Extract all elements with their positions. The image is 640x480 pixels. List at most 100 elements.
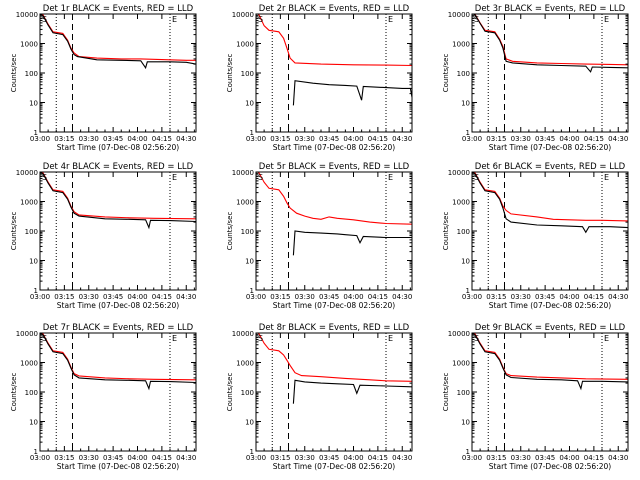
y-tick-label: 1 <box>466 129 470 137</box>
x-tick-label: 04:15 <box>368 293 388 301</box>
x-axis-label: Start Time (07-Dec-08 02:56:20) <box>273 301 395 310</box>
x-tick-label: 03:15 <box>486 135 506 143</box>
y-tick-label: 100 <box>457 70 470 78</box>
x-tick-label: 04:00 <box>343 293 363 301</box>
x-tick-label: 04:00 <box>559 135 579 143</box>
start-marker-label: S <box>42 173 47 182</box>
y-tick-label: 1000 <box>236 41 254 49</box>
x-tick-label: 03:30 <box>295 135 315 143</box>
panel-title: Det 9r BLACK = Events, RED = LLD <box>475 323 626 333</box>
x-tick-label: 03:00 <box>462 135 482 143</box>
x-tick-label: 03:00 <box>30 135 50 143</box>
x-tick-label: 04:00 <box>559 454 579 462</box>
y-tick-label: 10 <box>29 258 38 266</box>
plot-frame <box>39 13 197 133</box>
x-tick-label: 04:30 <box>176 135 196 143</box>
y-tick-label: 100 <box>241 228 254 236</box>
end-marker-label: E <box>172 334 177 343</box>
events-series-line <box>292 230 412 256</box>
y-axis-label: Counts/sec <box>442 54 450 93</box>
y-tick-label: 1000 <box>20 199 38 207</box>
events-series-line <box>472 14 628 73</box>
x-tick-label: 04:30 <box>176 293 196 301</box>
end-marker-label: E <box>172 15 177 24</box>
y-tick-label: 10 <box>29 419 38 427</box>
x-tick-label: 03:15 <box>270 454 290 462</box>
x-tick-label: 03:30 <box>79 454 99 462</box>
x-tick-label: 03:45 <box>535 293 555 301</box>
y-tick-label: 1000 <box>236 360 254 368</box>
y-axis-label: Counts/sec <box>226 212 234 251</box>
x-tick-label: 04:30 <box>608 454 628 462</box>
x-tick-label: 03:45 <box>535 135 555 143</box>
x-tick-label: 03:30 <box>295 293 315 301</box>
x-tick-label: 04:15 <box>584 293 604 301</box>
start-marker-label: S <box>474 334 479 343</box>
lld-series-line <box>257 333 412 382</box>
x-tick-label: 03:45 <box>103 135 123 143</box>
y-tick-label: 10 <box>245 258 254 266</box>
end-marker-label: E <box>388 334 393 343</box>
detector-panel-2: Det 2r BLACK = Events, RED = LLD 1 10 100 10… <box>226 4 413 152</box>
y-tick-label: 10000 <box>448 11 470 19</box>
x-tick-label: 04:00 <box>127 135 147 143</box>
x-tick-label: 03:30 <box>511 293 531 301</box>
y-tick-label: 1000 <box>452 41 470 49</box>
x-tick-label: 04:30 <box>608 293 628 301</box>
x-tick-label: 03:15 <box>270 135 290 143</box>
x-tick-label: 04:15 <box>368 135 388 143</box>
x-tick-label: 03:45 <box>535 454 555 462</box>
x-tick-label: 03:30 <box>79 135 99 143</box>
start-marker-label: S <box>42 334 47 343</box>
y-axis-label: Counts/sec <box>442 373 450 412</box>
panel-title: Det 4r BLACK = Events, RED = LLD <box>43 162 194 172</box>
x-tick-label: 03:00 <box>30 454 50 462</box>
y-tick-label: 1 <box>34 287 38 295</box>
lld-series-line <box>257 172 412 225</box>
x-tick-label: 03:15 <box>270 293 290 301</box>
y-tick-label: 1 <box>34 129 38 137</box>
events-series-line <box>40 333 196 391</box>
y-tick-label: 1000 <box>20 41 38 49</box>
panel-title: Det 6r BLACK = Events, RED = LLD <box>475 162 626 172</box>
x-tick-label: 03:00 <box>30 293 50 301</box>
y-tick-label: 1000 <box>452 360 470 368</box>
x-tick-label: 04:00 <box>127 293 147 301</box>
y-tick-label: 10000 <box>232 330 254 338</box>
y-tick-label: 10000 <box>16 11 38 19</box>
detector-panel-1: Det 1r BLACK = Events, RED = LLD 1 10 100 10… <box>10 4 197 152</box>
plot-frame <box>39 171 197 291</box>
x-axis-label: Start Time (07-Dec-08 02:56:20) <box>489 143 611 152</box>
x-tick-label: 03:15 <box>486 293 506 301</box>
y-tick-label: 100 <box>241 389 254 397</box>
detector-panel-3: Det 3r BLACK = Events, RED = LLD 1 10 100 10… <box>442 4 629 152</box>
y-tick-label: 100 <box>25 389 38 397</box>
y-axis-label: Counts/sec <box>442 212 450 251</box>
x-tick-label: 04:00 <box>559 293 579 301</box>
x-tick-label: 03:45 <box>319 135 339 143</box>
plot-frame <box>39 332 197 452</box>
detector-panel-4: Det 4r BLACK = Events, RED = LLD 1 10 100 10… <box>10 162 197 310</box>
y-tick-label: 1 <box>34 448 38 456</box>
x-tick-label: 04:30 <box>176 454 196 462</box>
events-series-line <box>292 379 412 404</box>
y-tick-label: 100 <box>457 228 470 236</box>
x-tick-label: 03:15 <box>54 454 74 462</box>
panel-title: Det 1r BLACK = Events, RED = LLD <box>43 4 194 14</box>
x-tick-label: 03:00 <box>246 135 266 143</box>
x-tick-label: 03:30 <box>511 454 531 462</box>
x-tick-label: 03:15 <box>54 135 74 143</box>
x-tick-label: 03:30 <box>511 135 531 143</box>
x-tick-label: 04:15 <box>584 135 604 143</box>
events-series-line <box>472 333 628 391</box>
y-tick-label: 100 <box>25 70 38 78</box>
x-tick-label: 04:30 <box>392 454 412 462</box>
x-tick-label: 04:15 <box>152 135 172 143</box>
x-tick-label: 03:30 <box>295 454 315 462</box>
end-marker-label: E <box>388 173 393 182</box>
x-tick-label: 03:00 <box>246 454 266 462</box>
y-tick-label: 10000 <box>448 169 470 177</box>
start-marker-label: S <box>258 15 263 24</box>
detector-panel-6: Det 6r BLACK = Events, RED = LLD 1 10 100 10… <box>442 162 629 310</box>
